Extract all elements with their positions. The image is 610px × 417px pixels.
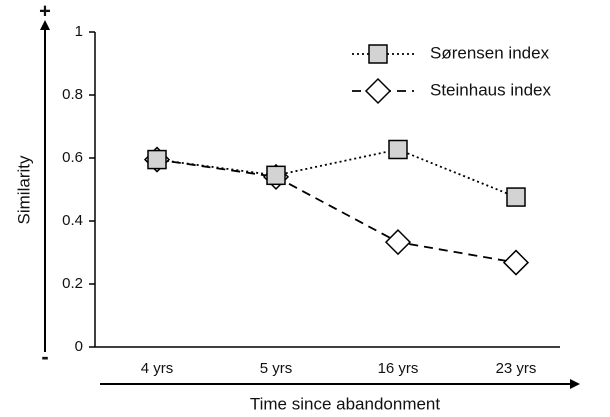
y-tick-label: 0.6	[62, 149, 83, 166]
point	[266, 165, 286, 186]
y-tick-label: 0.8	[62, 86, 83, 103]
y-tick-label: 1	[75, 23, 83, 40]
x-tick-label: 16 yrs	[378, 360, 419, 377]
point	[384, 229, 412, 256]
y-axis-title: Similarity	[14, 155, 33, 224]
legend-label: Steinhaus index	[430, 80, 551, 99]
y-tick-label: 0.4	[62, 212, 83, 229]
x-tick-label: 5 yrs	[260, 360, 293, 377]
point	[147, 149, 167, 170]
legend-marker	[364, 77, 392, 105]
legend-marker	[368, 44, 388, 64]
point	[506, 187, 526, 207]
point	[502, 249, 530, 276]
series-line	[156, 148, 517, 198]
y-top-sign: +	[39, 0, 51, 22]
y-tick-label: 0.2	[62, 275, 83, 292]
point	[388, 139, 408, 160]
y-bottom-sign: -	[41, 344, 48, 369]
x-axis-title: Time since abandonment	[250, 394, 441, 413]
series-line	[156, 158, 517, 264]
y-tick-label: 0	[75, 338, 83, 355]
legend-label: Sørensen index	[430, 43, 550, 62]
x-tick-label: 23 yrs	[496, 360, 537, 377]
x-tick-label: 4 yrs	[141, 360, 174, 377]
